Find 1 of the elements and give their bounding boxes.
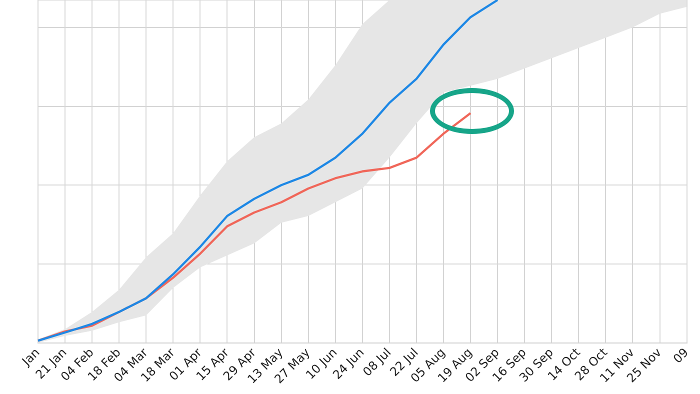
- x-tick-label: 09: [670, 345, 692, 366]
